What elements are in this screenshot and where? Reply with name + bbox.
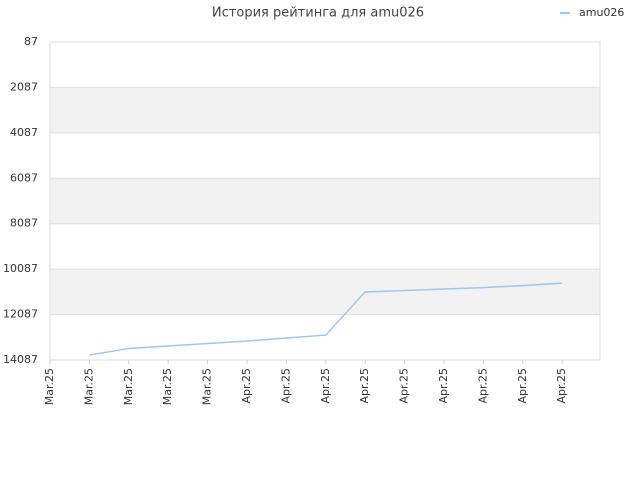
line: [89, 282, 563, 356]
band: [50, 178, 600, 224]
chart-title: История рейтинга для amu026: [212, 6, 424, 21]
x-tick-label: Apr.25: [319, 368, 332, 404]
x-tick-label: Apr.25: [240, 368, 253, 404]
y-tick-label: 12087: [3, 308, 38, 321]
y-tick-label: 10087: [3, 262, 38, 275]
x-tick-label: Apr.25: [398, 368, 411, 404]
legend-label: amu026: [579, 6, 624, 19]
band: [50, 87, 600, 133]
y-tick-label: 8087: [10, 217, 38, 230]
x-tick-label: Apr.25: [279, 368, 292, 404]
plot-frame: [49, 41, 601, 361]
y-tick-label: 2087: [10, 80, 38, 93]
x-tick-label: Apr.25: [358, 368, 371, 404]
y-tick-label: 4087: [10, 126, 38, 139]
x-tick-label: Apr.25: [516, 368, 529, 404]
x-tick-label: Apr.25: [476, 368, 489, 404]
x-tick-label: Mar.25: [161, 368, 174, 405]
x-tick-label: Mar.25: [201, 368, 214, 405]
x-tick-label: Apr.25: [437, 368, 450, 404]
x-tick-label: Mar.25: [122, 368, 135, 405]
x-tick-label: Mar.25: [43, 368, 56, 405]
x-tick-label: Mar.25: [82, 368, 95, 405]
y-tick-label: 14087: [3, 353, 38, 366]
band: [50, 269, 600, 315]
y-tick-label: 6087: [10, 171, 38, 184]
x-tick-label: Apr.25: [555, 368, 568, 404]
y-tick-label: 87: [24, 35, 38, 48]
